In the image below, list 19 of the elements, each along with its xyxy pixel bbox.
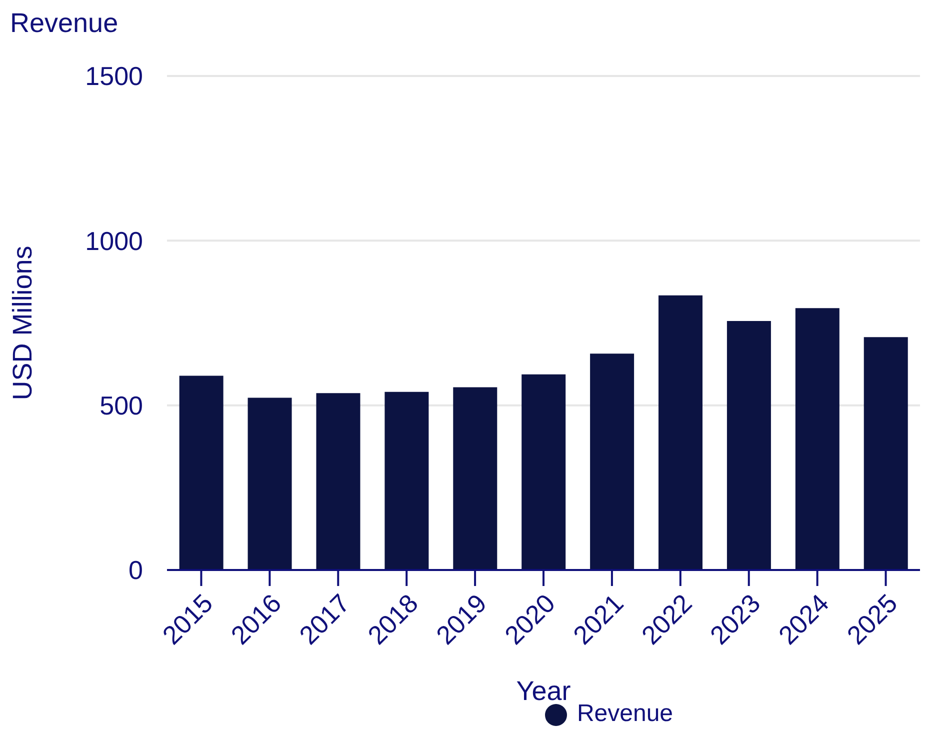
legend-label: Revenue <box>576 700 674 727</box>
x-axis-title: Year <box>516 676 571 706</box>
bar <box>316 393 360 570</box>
y-tick-label: 0 <box>128 555 143 586</box>
bar <box>179 376 224 570</box>
y-tick-label: 1500 <box>85 61 143 92</box>
bar <box>384 392 429 570</box>
y-tick-label: 1000 <box>85 226 143 256</box>
bar <box>726 321 771 570</box>
y-tick-label: 500 <box>100 390 143 421</box>
chart-title: Revenue <box>10 8 120 40</box>
bar <box>864 337 908 570</box>
bar <box>590 354 634 570</box>
bar <box>658 295 703 570</box>
bar <box>248 398 292 570</box>
bar <box>453 387 498 570</box>
y-axis-title: USD Millions <box>8 246 38 400</box>
bar <box>522 374 566 570</box>
bar <box>795 308 840 570</box>
